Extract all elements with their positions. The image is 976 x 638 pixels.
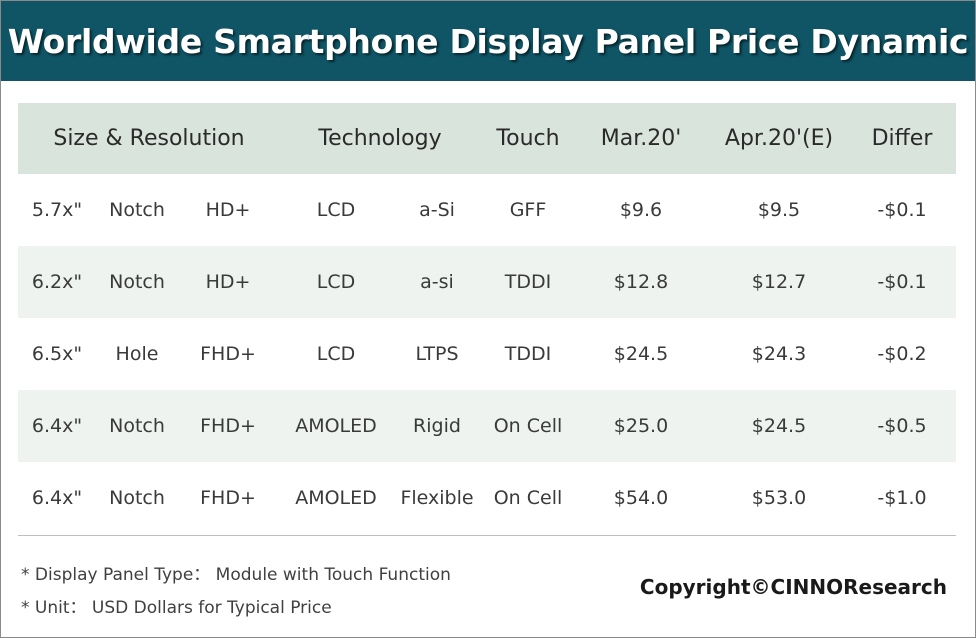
cell-shape: Hole [115, 343, 159, 365]
cell-substrate: Flexible [400, 487, 474, 509]
table-row: 6.5x" Hole FHD+ LCD LTPS TDDI $24.5 $24.… [18, 318, 956, 390]
cell-shape: Notch [109, 199, 165, 221]
cell-size: 5.7x" [31, 199, 83, 221]
cell-differ: -$0.1 [877, 199, 927, 221]
price-table: Size & Resolution Technology Touch Mar.2… [18, 103, 956, 534]
cell-apr-price: $12.7 [751, 271, 807, 293]
header-technology: Technology [318, 126, 442, 151]
cell-size: 6.4x" [31, 415, 83, 437]
cell-resolution: FHD+ [200, 343, 256, 365]
cell-apr-price: $24.3 [751, 343, 807, 365]
cell-technology: LCD [316, 199, 356, 221]
header-mar: Mar.20' [600, 126, 682, 151]
cell-substrate: a-si [420, 271, 454, 293]
cell-technology: AMOLED [295, 415, 377, 437]
table-bottom-divider [18, 535, 956, 536]
cell-size: 6.2x" [31, 271, 83, 293]
cell-differ: -$0.2 [877, 343, 927, 365]
header-apr: Apr.20'(E) [724, 126, 834, 151]
cell-differ: -$0.5 [877, 415, 927, 437]
table-row: 5.7x" Notch HD+ LCD a-Si GFF $9.6 $9.5 -… [18, 174, 956, 246]
table-header-row: Size & Resolution Technology Touch Mar.2… [18, 103, 956, 174]
cell-resolution: FHD+ [200, 415, 256, 437]
cell-mar-price: $12.8 [613, 271, 669, 293]
header-touch: Touch [496, 126, 560, 151]
cell-resolution: FHD+ [200, 487, 256, 509]
cell-shape: Notch [109, 271, 165, 293]
cell-mar-price: $9.6 [619, 199, 663, 221]
table-row: 6.2x" Notch HD+ LCD a-si TDDI $12.8 $12.… [18, 246, 956, 318]
note-unit: * Unit： USD Dollars for Typical Price [21, 598, 332, 618]
cell-shape: Notch [109, 487, 165, 509]
page-title: Worldwide Smartphone Display Panel Price… [7, 21, 969, 61]
cell-resolution: HD+ [205, 199, 251, 221]
cell-technology: LCD [316, 343, 356, 365]
header-size-resolution: Size & Resolution [53, 126, 245, 151]
cell-mar-price: $24.5 [613, 343, 669, 365]
cell-touch: TDDI [504, 271, 552, 293]
cell-technology: LCD [316, 271, 356, 293]
table-row: 6.4x" Notch FHD+ AMOLED Rigid On Cell $2… [18, 390, 956, 462]
cell-apr-price: $9.5 [757, 199, 801, 221]
cell-apr-price: $24.5 [751, 415, 807, 437]
cell-substrate: Rigid [413, 415, 461, 437]
copyright-label: Copyright©CINNOResearch [639, 575, 947, 599]
cell-size: 6.5x" [31, 343, 83, 365]
cell-size: 6.4x" [31, 487, 83, 509]
cell-differ: -$0.1 [877, 271, 927, 293]
header-differ: Differ [871, 126, 933, 151]
cell-mar-price: $25.0 [613, 415, 669, 437]
cell-touch: GFF [509, 199, 547, 221]
cell-resolution: HD+ [205, 271, 251, 293]
note-panel-type: * Display Panel Type： Module with Touch … [21, 565, 451, 585]
cell-touch: On Cell [493, 415, 563, 437]
cell-apr-price: $53.0 [751, 487, 807, 509]
cell-shape: Notch [109, 415, 165, 437]
cell-differ: -$1.0 [877, 487, 927, 509]
cell-substrate: LTPS [415, 343, 459, 365]
table-row: 6.4x" Notch FHD+ AMOLED Flexible On Cell… [18, 462, 956, 534]
title-bar: Worldwide Smartphone Display Panel Price… [1, 1, 975, 81]
cell-touch: On Cell [493, 487, 563, 509]
cell-substrate: a-Si [419, 199, 455, 221]
cell-touch: TDDI [504, 343, 552, 365]
cell-mar-price: $54.0 [613, 487, 669, 509]
cell-technology: AMOLED [295, 487, 377, 509]
